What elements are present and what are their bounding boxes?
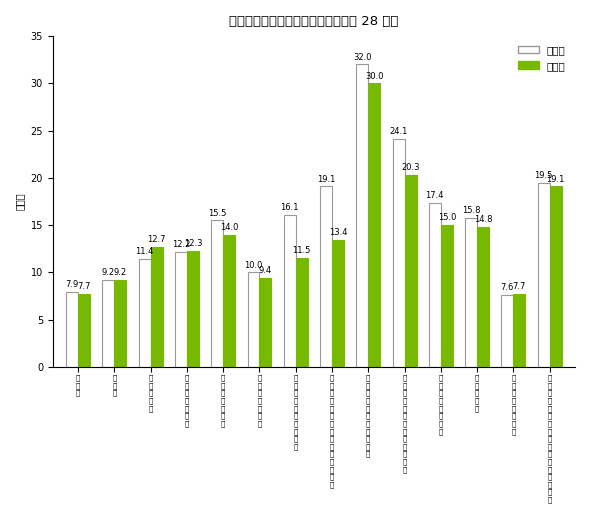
Bar (392, 139, 405, 367)
Text: 10.0: 10.0 (244, 261, 263, 270)
Text: 13.4: 13.4 (329, 228, 348, 237)
Y-axis label: （％）: （％） (15, 193, 25, 210)
Bar (187, 251, 199, 367)
Text: 19.1: 19.1 (546, 175, 565, 183)
Title: 図４　産業別入職率・離職率（平成 28 年）: 図４ 産業別入職率・離職率（平成 28 年） (229, 15, 399, 28)
Text: 14.8: 14.8 (474, 215, 492, 224)
Bar (284, 215, 296, 367)
Text: 15.0: 15.0 (438, 213, 456, 222)
Text: 20.3: 20.3 (401, 163, 420, 172)
Bar (175, 252, 187, 367)
Bar (103, 280, 114, 367)
Text: 15.8: 15.8 (462, 206, 480, 215)
Bar (66, 292, 78, 367)
Text: 7.7: 7.7 (77, 282, 91, 291)
Text: 15.5: 15.5 (208, 209, 227, 218)
Text: 11.5: 11.5 (293, 247, 311, 255)
Bar (356, 64, 368, 367)
Bar (296, 258, 308, 367)
Text: 7.7: 7.7 (513, 282, 526, 291)
Bar (114, 280, 126, 367)
Text: 7.6: 7.6 (501, 283, 514, 292)
Text: 17.4: 17.4 (425, 191, 444, 199)
Bar (502, 295, 513, 367)
Text: 12.2: 12.2 (172, 240, 190, 249)
Bar (513, 294, 525, 367)
Text: 16.1: 16.1 (280, 203, 299, 212)
Bar (150, 247, 163, 367)
Bar (537, 183, 550, 367)
Bar (405, 175, 417, 367)
Bar (441, 225, 453, 367)
Text: 30.0: 30.0 (365, 71, 384, 80)
Text: 19.1: 19.1 (317, 175, 335, 183)
Bar (320, 186, 332, 367)
Text: 12.7: 12.7 (148, 235, 166, 244)
Bar (429, 203, 441, 367)
Bar (368, 83, 380, 367)
Legend: 入職率, 離職率: 入職率, 離職率 (513, 41, 570, 75)
Text: 7.9: 7.9 (65, 280, 79, 290)
Text: 19.5: 19.5 (535, 171, 553, 180)
Text: 9.4: 9.4 (259, 266, 272, 275)
Bar (248, 272, 260, 367)
Text: 14.0: 14.0 (220, 223, 238, 232)
Bar (260, 278, 271, 367)
Bar (211, 221, 223, 367)
Bar (477, 227, 489, 367)
Bar (223, 235, 235, 367)
Text: 32.0: 32.0 (353, 53, 372, 62)
Bar (332, 240, 344, 367)
Text: 11.4: 11.4 (136, 248, 154, 256)
Text: 12.3: 12.3 (183, 239, 202, 248)
Bar (465, 218, 477, 367)
Text: 24.1: 24.1 (389, 127, 408, 136)
Bar (78, 294, 90, 367)
Bar (550, 186, 562, 367)
Bar (139, 259, 150, 367)
Text: 9.2: 9.2 (102, 268, 115, 277)
Text: 9.2: 9.2 (114, 268, 127, 277)
